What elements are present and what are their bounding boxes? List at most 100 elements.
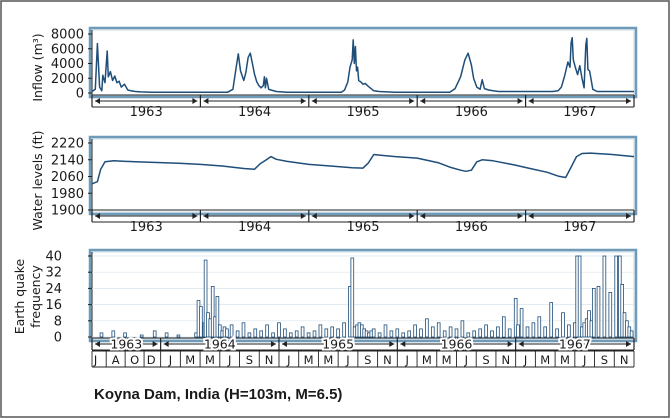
year-label: 1964 (238, 220, 271, 235)
y-axis-label: Inflow (m³) (30, 33, 45, 101)
y-tick-label: 8 (54, 314, 62, 329)
quake-bar (490, 330, 494, 338)
arrow-head-right (507, 341, 513, 347)
month-label: M (185, 353, 195, 367)
quake-bar (288, 332, 293, 338)
y-tick-label: 0 (54, 331, 62, 346)
year-label: 1966 (455, 105, 488, 120)
y-tick-label: 2000 (51, 72, 84, 87)
year-label: 1965 (322, 337, 354, 352)
y-tick-label: 2220 (51, 137, 84, 152)
arrow-head-left (528, 213, 534, 219)
quake-bar (620, 283, 624, 338)
plot-frame (88, 26, 638, 99)
y-axis-label: Earth quake (12, 258, 27, 334)
arrow-head-left (203, 98, 209, 104)
month-label: J (286, 353, 290, 367)
month-label: J (464, 353, 468, 367)
year-label: 1964 (204, 337, 236, 352)
plot-frame (88, 248, 638, 343)
year-label: 1967 (559, 337, 591, 352)
quake-bar (478, 328, 482, 338)
arrow-head-left (420, 213, 426, 219)
quake-bar (430, 326, 435, 338)
month-label: M (304, 353, 314, 367)
quake-bar (614, 255, 618, 338)
quake-bar (567, 324, 571, 338)
arrow-head-left (528, 98, 534, 104)
arrow-head-right (152, 341, 158, 347)
arrow-head-right (517, 98, 523, 104)
quake-bar (442, 330, 447, 338)
year-label: 1963 (110, 337, 142, 352)
quake-bar (555, 328, 559, 338)
month-label: J (93, 353, 97, 367)
quake-bar (210, 285, 215, 338)
quake-bar (454, 328, 459, 338)
quake-bar (199, 306, 203, 338)
quake-bar (525, 326, 530, 338)
year-label: 1964 (238, 105, 271, 120)
quake-bar (383, 324, 388, 338)
quake-bar (265, 324, 269, 338)
arrow-head-left (400, 341, 406, 347)
month-label: J (227, 353, 231, 367)
arrow-head-right (270, 341, 276, 347)
arrow-head-left (281, 341, 287, 347)
quake-bar (350, 257, 355, 338)
quake-bar (577, 255, 582, 338)
y-axis-label: Water levels (ft) (30, 131, 45, 231)
quake-bar (395, 328, 400, 338)
quake-bar (294, 330, 299, 338)
quake-bar (123, 332, 127, 338)
month-label: A (112, 353, 120, 367)
month-label: D (147, 353, 156, 367)
y-tick-label: 24 (45, 282, 62, 297)
quake-bar (507, 328, 512, 338)
quake-bar (629, 330, 634, 338)
y-tick-label: 4000 (51, 57, 84, 72)
y-tick-label: 0 (76, 87, 84, 102)
quake-bar (389, 330, 394, 338)
quake-bar (377, 332, 382, 338)
arrow-head-left (163, 341, 169, 347)
month-label: J (168, 353, 172, 367)
year-label: 1965 (346, 220, 379, 235)
month-label: J (404, 353, 408, 367)
quake-bar (436, 322, 441, 338)
month-label: S (364, 353, 371, 367)
y-tick-label: 1980 (51, 187, 84, 202)
quake-bar (419, 328, 423, 338)
y-tick-label: 40 (45, 250, 62, 265)
quake-bar (413, 324, 417, 338)
quake-bar (318, 324, 323, 338)
arrow-head-right (626, 98, 631, 104)
arrow-head-right (300, 98, 306, 104)
quake-bar (139, 334, 144, 338)
quake-bar (501, 316, 506, 338)
y-tick-label: 2060 (51, 170, 84, 185)
month-label: N (501, 353, 510, 367)
quake-bar (496, 326, 500, 338)
quake-bar (516, 324, 520, 338)
quake-bar (602, 255, 607, 338)
quake-bar (253, 328, 258, 338)
quake-bar (300, 326, 305, 338)
year-label: 1967 (563, 220, 596, 235)
arrow-head-left (95, 213, 100, 219)
quake-bar (513, 298, 518, 338)
quake-bar (203, 259, 208, 338)
month-label: M (422, 353, 432, 367)
quake-bar (277, 322, 281, 338)
quake-bar (235, 330, 240, 338)
y-tick-label: 1900 (51, 204, 84, 219)
arrow-head-right (409, 98, 415, 104)
arrow-head-right (409, 213, 415, 219)
year-label: 1963 (130, 105, 163, 120)
y-tick-label: 6000 (51, 42, 84, 57)
quake-bar (448, 326, 453, 338)
quake-bar (176, 334, 181, 338)
arrow-head-right (389, 341, 395, 347)
